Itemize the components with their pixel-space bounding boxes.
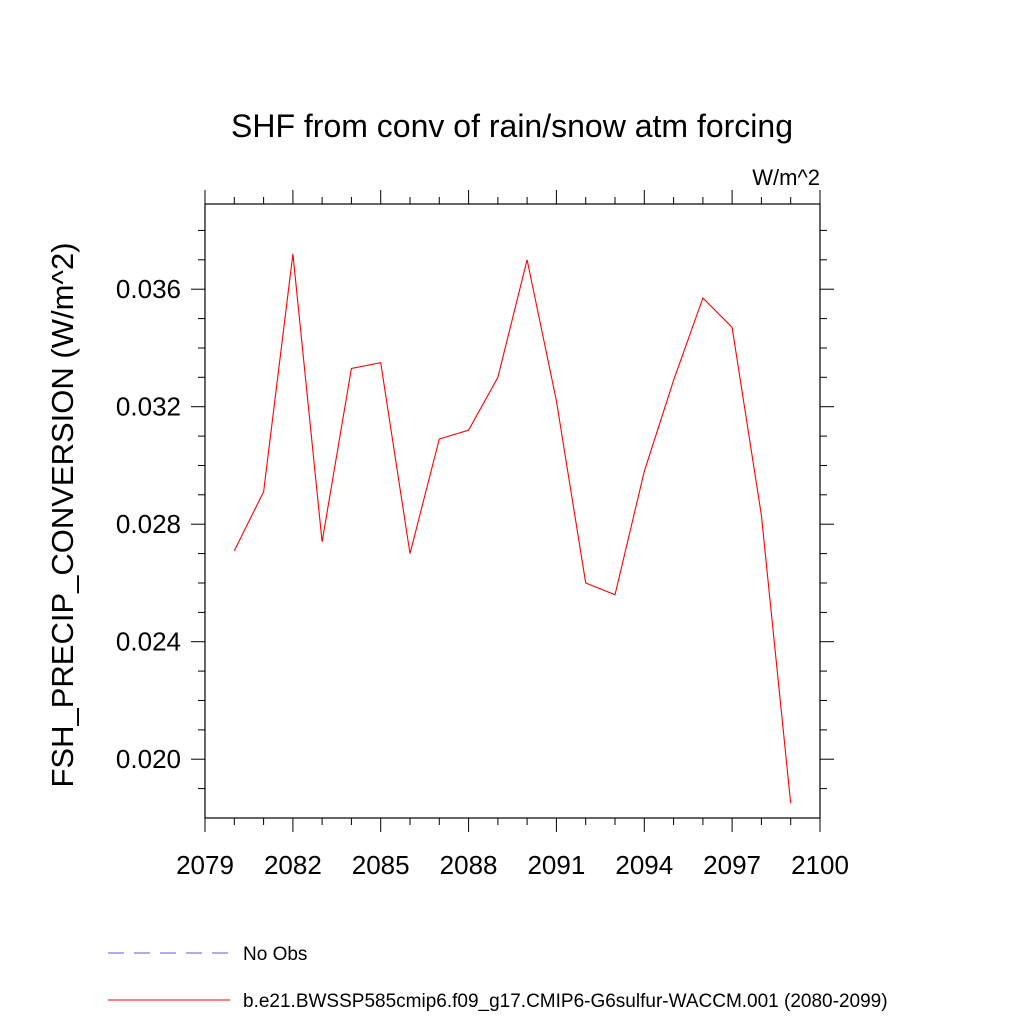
legend-label-no-obs: No Obs <box>243 944 307 965</box>
x-tick-label: 2085 <box>352 850 410 880</box>
x-tick-label: 2079 <box>176 850 234 880</box>
y-tick-label: 0.032 <box>116 392 181 422</box>
x-tick-label: 2100 <box>791 850 849 880</box>
legend-label-model: b.e21.BWSSP585cmip6.f09_g17.CMIP6-G6sulf… <box>243 991 888 1012</box>
x-tick-label: 2097 <box>703 850 761 880</box>
x-tick-label: 2082 <box>264 850 322 880</box>
y-tick-label: 0.036 <box>116 274 181 304</box>
y-axis-label: FSH_PRECIP_CONVERSION (W/m^2) <box>45 242 80 787</box>
units-label: W/m^2 <box>752 165 820 190</box>
y-tick-label: 0.028 <box>116 509 181 539</box>
series-layer <box>233 253 792 804</box>
x-tick-label: 2094 <box>615 850 673 880</box>
legend: No Obs b.e21.BWSSP585cmip6.f09_g17.CMIP6… <box>108 944 888 1012</box>
y-tick-label: 0.020 <box>116 744 181 774</box>
y-tick-label: 0.024 <box>116 627 181 657</box>
chart-title: SHF from conv of rain/snow atm forcing <box>231 108 793 144</box>
plot-frame <box>204 203 821 819</box>
series-line-0 <box>233 253 792 804</box>
axis-ticks: 2079 2082 2085 2088 2091 2094 2097 2100 0.020 0.0… <box>116 190 849 880</box>
x-tick-label: 2091 <box>527 850 585 880</box>
x-tick-label: 2088 <box>440 850 498 880</box>
